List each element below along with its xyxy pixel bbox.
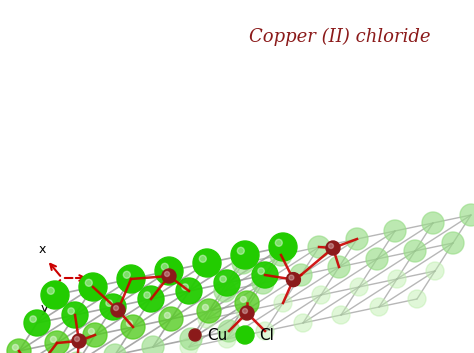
Circle shape bbox=[460, 204, 474, 226]
Circle shape bbox=[164, 271, 170, 276]
Circle shape bbox=[121, 315, 145, 339]
Circle shape bbox=[426, 262, 444, 280]
Circle shape bbox=[240, 306, 254, 320]
Text: z: z bbox=[94, 271, 100, 285]
Circle shape bbox=[68, 308, 74, 315]
Circle shape bbox=[193, 249, 221, 277]
Circle shape bbox=[162, 269, 176, 283]
Circle shape bbox=[442, 232, 464, 254]
Circle shape bbox=[138, 286, 164, 312]
Circle shape bbox=[332, 306, 350, 324]
Circle shape bbox=[197, 299, 221, 323]
Circle shape bbox=[30, 316, 36, 322]
Circle shape bbox=[66, 352, 88, 353]
Circle shape bbox=[312, 286, 330, 304]
Circle shape bbox=[220, 276, 227, 282]
Circle shape bbox=[236, 326, 254, 344]
Circle shape bbox=[237, 247, 244, 254]
Circle shape bbox=[161, 263, 168, 270]
Circle shape bbox=[202, 304, 209, 310]
Circle shape bbox=[123, 271, 130, 278]
Circle shape bbox=[180, 338, 198, 353]
Circle shape bbox=[218, 330, 236, 348]
Circle shape bbox=[252, 262, 278, 288]
Circle shape bbox=[159, 307, 183, 331]
Circle shape bbox=[144, 292, 150, 298]
Circle shape bbox=[198, 310, 216, 328]
Circle shape bbox=[240, 297, 246, 303]
Circle shape bbox=[45, 331, 69, 353]
Circle shape bbox=[155, 257, 183, 285]
Circle shape bbox=[7, 339, 31, 353]
Circle shape bbox=[24, 310, 50, 336]
Circle shape bbox=[384, 220, 406, 242]
Circle shape bbox=[106, 300, 112, 306]
Circle shape bbox=[214, 280, 236, 302]
Circle shape bbox=[328, 256, 350, 278]
Circle shape bbox=[256, 322, 274, 340]
Circle shape bbox=[127, 321, 132, 327]
Circle shape bbox=[142, 336, 164, 353]
Circle shape bbox=[83, 323, 107, 347]
Circle shape bbox=[85, 279, 92, 286]
Circle shape bbox=[350, 278, 368, 296]
Circle shape bbox=[189, 329, 201, 341]
Circle shape bbox=[113, 305, 118, 311]
Circle shape bbox=[422, 212, 444, 234]
Circle shape bbox=[236, 302, 254, 320]
Circle shape bbox=[366, 248, 388, 270]
Circle shape bbox=[164, 312, 170, 318]
Circle shape bbox=[404, 240, 426, 262]
Circle shape bbox=[235, 291, 259, 315]
Circle shape bbox=[308, 236, 330, 258]
Circle shape bbox=[104, 344, 126, 353]
Circle shape bbox=[269, 233, 297, 261]
Circle shape bbox=[100, 294, 126, 320]
Circle shape bbox=[72, 334, 86, 348]
Circle shape bbox=[289, 275, 294, 280]
Circle shape bbox=[294, 314, 312, 332]
Circle shape bbox=[243, 309, 247, 313]
Circle shape bbox=[41, 281, 69, 309]
Circle shape bbox=[176, 278, 202, 304]
Circle shape bbox=[275, 239, 283, 246]
Text: y: y bbox=[40, 302, 48, 315]
Circle shape bbox=[370, 298, 388, 316]
Circle shape bbox=[328, 244, 334, 249]
Circle shape bbox=[274, 294, 292, 312]
Circle shape bbox=[47, 287, 55, 294]
Circle shape bbox=[180, 328, 202, 350]
Circle shape bbox=[12, 345, 18, 351]
Circle shape bbox=[270, 244, 292, 266]
Circle shape bbox=[111, 303, 125, 317]
Text: Copper (II) chloride: Copper (II) chloride bbox=[249, 28, 431, 46]
Circle shape bbox=[214, 270, 240, 296]
Text: Cu: Cu bbox=[207, 328, 227, 342]
Circle shape bbox=[252, 272, 274, 294]
Circle shape bbox=[388, 270, 406, 288]
Circle shape bbox=[346, 228, 368, 250]
Circle shape bbox=[199, 255, 206, 262]
Circle shape bbox=[50, 336, 56, 342]
Circle shape bbox=[232, 252, 254, 274]
Circle shape bbox=[231, 241, 259, 269]
Circle shape bbox=[62, 302, 88, 328]
Circle shape bbox=[79, 273, 107, 301]
Circle shape bbox=[182, 284, 188, 291]
Circle shape bbox=[408, 290, 426, 308]
Circle shape bbox=[258, 268, 264, 274]
Circle shape bbox=[290, 264, 312, 286]
Text: x: x bbox=[38, 243, 46, 256]
Circle shape bbox=[117, 265, 145, 293]
Circle shape bbox=[218, 320, 240, 342]
Circle shape bbox=[88, 328, 94, 334]
Text: Cl: Cl bbox=[259, 328, 274, 342]
Circle shape bbox=[74, 336, 80, 341]
Circle shape bbox=[326, 241, 340, 255]
Circle shape bbox=[286, 273, 301, 287]
